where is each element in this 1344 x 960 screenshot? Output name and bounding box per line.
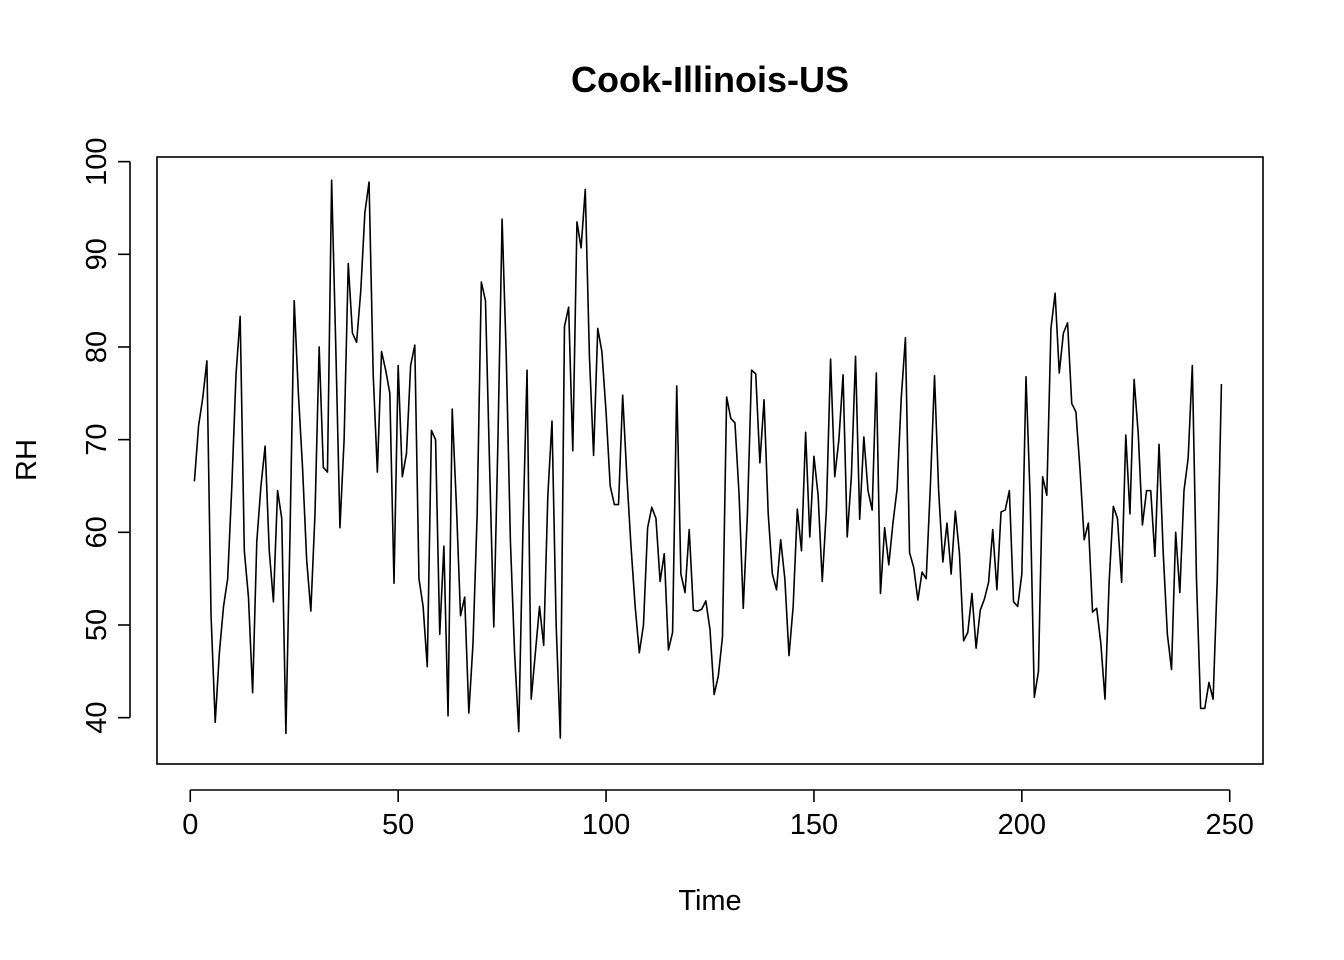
x-axis: 0 50 100 150 200 250 [182,789,1254,841]
series-line-rh [193,179,1223,739]
x-tick-label: 50 [382,809,414,841]
x-axis-label: Time [678,885,741,917]
x-tick-label: 250 [1206,809,1254,841]
x-tick-label: 100 [582,809,630,841]
y-tick-label: 60 [81,516,113,548]
y-tick-label: 100 [81,137,113,185]
x-tick-label: 0 [182,809,198,841]
x-tick-label: 200 [998,809,1046,841]
y-axis: 40 50 60 70 80 90 100 [81,137,131,734]
x-tick-label: 150 [790,809,838,841]
chart-title: Cook-Illinois-US [571,59,849,100]
y-tick-label: 70 [81,424,113,456]
y-axis-label: RH [11,439,43,481]
y-tick-label: 50 [81,609,113,641]
plot-frame [156,156,1264,765]
y-tick-label: 40 [81,702,113,734]
y-tick-label: 90 [81,238,113,270]
y-tick-label: 80 [81,331,113,363]
